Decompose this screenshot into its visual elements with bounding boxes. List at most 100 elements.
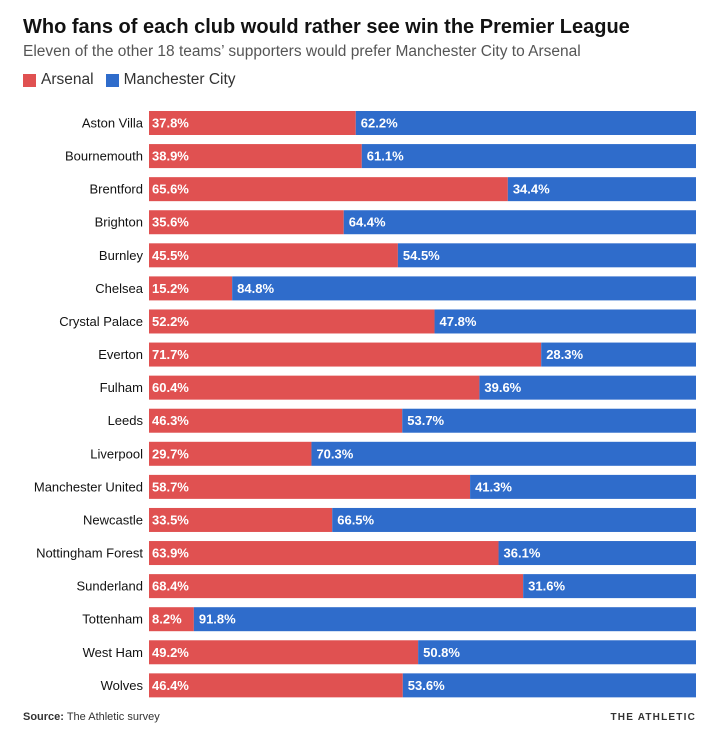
data-label-arsenal-leeds: 46.3%	[152, 413, 189, 428]
data-label-manchester-city-tottenham: 91.8%	[199, 612, 236, 627]
bar-manchester-city-west-ham	[418, 640, 696, 665]
data-label-manchester-city-leeds: 53.7%	[407, 413, 444, 428]
bar-manchester-city-everton	[541, 342, 696, 367]
data-label-arsenal-manchester-united: 58.7%	[152, 479, 189, 494]
data-label-manchester-city-crystal-palace: 47.8%	[440, 314, 477, 329]
bar-manchester-city-aston-villa	[355, 111, 696, 135]
bar-arsenal-burnley	[149, 243, 398, 268]
bar-arsenal-wolves	[149, 673, 403, 698]
data-label-arsenal-sunderland: 68.4%	[152, 579, 189, 594]
legend-item-arsenal: Arsenal	[23, 70, 94, 90]
data-label-arsenal-west-ham: 49.2%	[152, 645, 189, 660]
data-label-arsenal-nottingham-forest: 63.9%	[152, 546, 189, 561]
bar-manchester-city-manchester-united	[470, 474, 696, 499]
bar-arsenal-brentford	[149, 177, 508, 202]
bar-arsenal-crystal-palace	[149, 309, 435, 334]
source-text: The Athletic survey	[63, 711, 160, 723]
bar-arsenal-liverpool	[149, 441, 312, 466]
category-label-leeds: Leeds	[108, 413, 144, 428]
category-label-newcastle: Newcastle	[83, 512, 143, 527]
bar-arsenal-aston-villa	[149, 111, 356, 135]
bar-arsenal-nottingham-forest	[149, 541, 499, 566]
data-label-arsenal-chelsea: 15.2%	[152, 281, 189, 296]
data-label-manchester-city-burnley: 54.5%	[403, 248, 440, 263]
data-label-manchester-city-brentford: 34.4%	[513, 182, 550, 197]
bar-arsenal-bournemouth	[149, 144, 362, 169]
data-label-manchester-city-nottingham-forest: 36.1%	[504, 546, 541, 561]
source-note: Source: The Athletic survey	[23, 711, 160, 723]
bar-manchester-city-fulham	[479, 375, 696, 400]
legend-label-arsenal: Arsenal	[41, 71, 94, 88]
category-label-burnley: Burnley	[99, 248, 144, 263]
bar-arsenal-leeds	[149, 408, 403, 433]
bar-arsenal-newcastle	[149, 507, 333, 532]
bar-arsenal-everton	[149, 342, 542, 367]
bar-arsenal-west-ham	[149, 640, 419, 665]
category-label-chelsea: Chelsea	[95, 281, 143, 296]
category-label-liverpool: Liverpool	[90, 446, 143, 461]
data-label-arsenal-liverpool: 29.7%	[152, 446, 189, 461]
data-label-manchester-city-everton: 28.3%	[546, 347, 583, 362]
source-label: Source:	[23, 711, 64, 723]
bar-manchester-city-chelsea	[232, 276, 697, 301]
chart-subtitle: Eleven of the other 18 teams’ supporters…	[23, 43, 581, 60]
bar-manchester-city-burnley	[397, 243, 696, 268]
legend-swatch-arsenal	[23, 73, 36, 87]
bar-manchester-city-leeds	[402, 408, 696, 433]
data-label-arsenal-tottenham: 8.2%	[152, 612, 182, 627]
data-label-manchester-city-brighton: 64.4%	[349, 215, 386, 230]
legend-item-manchester-city: Manchester City	[105, 70, 236, 90]
bar-manchester-city-nottingham-forest	[498, 541, 696, 566]
bar-manchester-city-crystal-palace	[434, 309, 696, 334]
data-label-manchester-city-fulham: 39.6%	[484, 380, 521, 395]
bar-arsenal-brighton	[149, 210, 344, 235]
category-label-everton: Everton	[98, 347, 143, 362]
bar-manchester-city-brentford	[507, 177, 696, 202]
category-label-bournemouth: Bournemouth	[65, 149, 143, 164]
bar-manchester-city-bournemouth	[361, 144, 696, 169]
legend-label-manchester-city: Manchester City	[123, 71, 236, 88]
category-label-west-ham: West Ham	[83, 645, 143, 660]
data-label-manchester-city-west-ham: 50.8%	[423, 645, 460, 660]
category-label-manchester-united: Manchester United	[34, 479, 143, 494]
data-label-manchester-city-aston-villa: 62.2%	[361, 116, 398, 131]
bar-manchester-city-wolves	[402, 673, 696, 698]
data-label-arsenal-brentford: 65.6%	[152, 182, 189, 197]
data-label-manchester-city-bournemouth: 61.1%	[367, 149, 404, 164]
data-label-arsenal-burnley: 45.5%	[152, 248, 189, 263]
data-label-manchester-city-sunderland: 31.6%	[528, 579, 565, 594]
bar-manchester-city-tottenham	[193, 607, 696, 632]
data-label-arsenal-fulham: 60.4%	[152, 380, 189, 395]
category-label-brighton: Brighton	[95, 215, 143, 230]
bar-arsenal-sunderland	[149, 574, 524, 599]
data-label-arsenal-brighton: 35.6%	[152, 215, 189, 230]
data-label-manchester-city-wolves: 53.6%	[408, 678, 445, 693]
bar-arsenal-tottenham	[149, 607, 194, 632]
data-label-arsenal-crystal-palace: 52.2%	[152, 314, 189, 329]
bar-manchester-city-sunderland	[523, 574, 696, 599]
data-label-arsenal-newcastle: 33.5%	[152, 512, 189, 527]
data-label-manchester-city-liverpool: 70.3%	[316, 446, 353, 461]
bar-manchester-city-liverpool	[311, 441, 696, 466]
bar-arsenal-fulham	[149, 375, 480, 400]
data-label-manchester-city-newcastle: 66.5%	[337, 512, 374, 527]
chart-legend: Arsenal Manchester City	[23, 70, 248, 90]
category-label-fulham: Fulham	[100, 380, 143, 395]
category-label-brentford: Brentford	[90, 182, 143, 197]
category-label-crystal-palace: Crystal Palace	[59, 314, 143, 329]
category-label-tottenham: Tottenham	[82, 612, 143, 627]
data-label-arsenal-aston-villa: 37.8%	[152, 116, 189, 131]
data-label-arsenal-wolves: 46.4%	[152, 678, 189, 693]
bar-arsenal-manchester-united	[149, 474, 471, 499]
legend-swatch-manchester-city	[105, 73, 119, 87]
category-label-aston-villa: Aston Villa	[82, 116, 144, 131]
bar-arsenal-chelsea	[149, 276, 233, 301]
bar-manchester-city-brighton	[343, 210, 696, 235]
category-label-sunderland: Sunderland	[77, 579, 144, 594]
data-label-manchester-city-chelsea: 84.8%	[237, 281, 274, 296]
publisher-logo: THE ATHLETIC	[610, 712, 696, 723]
data-label-arsenal-bournemouth: 38.9%	[152, 149, 189, 164]
data-label-manchester-city-manchester-united: 41.3%	[475, 479, 512, 494]
category-label-nottingham-forest: Nottingham Forest	[36, 546, 143, 561]
